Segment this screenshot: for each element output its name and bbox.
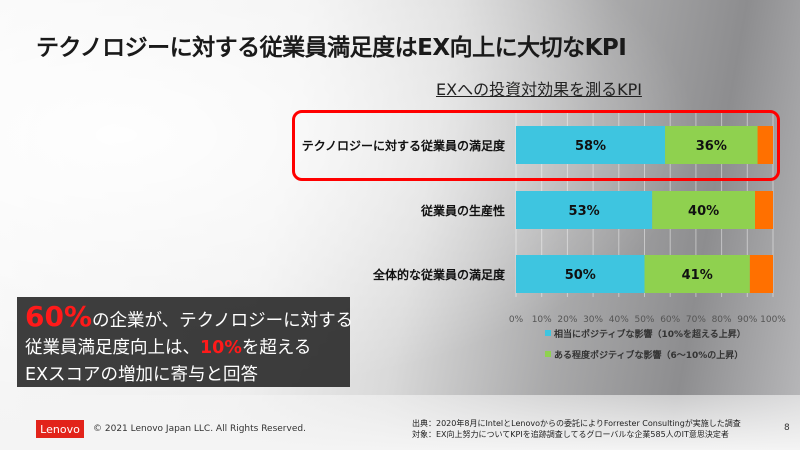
data-label: 40% [688,204,719,219]
category-label: 全体的な従業員の満足度 [372,268,505,282]
callout-text: 従業員満足度向上は、 [25,338,200,358]
page-title: テクノロジーに対する従業員満足度はEX向上に大切なKPI [36,35,627,61]
x-tick-label: 100% [760,315,786,325]
x-tick-label: 30% [583,315,603,325]
x-tick-label: 80% [712,315,732,325]
lenovo-logo: Lenovo [36,420,84,438]
legend-label: ある程度ポジティブな影響（6〜10%の上昇） [554,349,743,361]
bar-segment [665,126,758,164]
source-line: 出典：2020年8月にIntelとLenovoからの委託によりForrester… [412,419,741,428]
data-label: 36% [696,139,727,154]
bar-segment [652,191,756,229]
bar-segment [757,126,773,164]
copyright: © 2021 Lenovo Japan LLC. All Rights Rese… [93,424,306,434]
category-label: テクノロジーに対する従業員の満足度 [301,139,505,153]
bar-segment [516,126,666,164]
legend-label: 相当にポジティブな影響（10%を超える上昇） [554,328,746,340]
x-tick-label: 70% [686,315,706,325]
callout-text: を超える [241,338,312,358]
x-tick-label: 10% [532,315,552,325]
callout-text: の企業が、テクノロジーに対する [92,311,354,331]
x-tick-label: 0% [509,315,524,325]
x-tick-label: 60% [660,315,680,325]
category-label: 従業員の生産性 [420,204,505,218]
x-tick-label: 90% [737,315,757,325]
data-label: 50% [565,268,596,283]
x-tick-label: 40% [609,315,629,325]
page-number: 8 [784,423,790,433]
x-tick-label: 50% [634,315,654,325]
bar-segment [516,191,653,229]
source-note: 出典：2020年8月にIntelとLenovoからの委託によりForrester… [412,418,741,440]
data-label: 41% [682,268,713,283]
highlight-frame [292,110,780,181]
callout-highlight: 10% [200,338,242,358]
x-tick-label: 20% [557,315,577,325]
bar-segment [749,255,773,293]
callout-box: 60%の企業が、テクノロジーに対する 従業員満足度向上は、10%を超える EXス… [17,297,354,387]
legend-swatch [545,351,551,357]
data-label: 58% [575,139,606,154]
callout-highlight: 60% [25,300,93,333]
chart-title: EXへの投資対効果を測るKPI [436,80,642,99]
legend-swatch [545,330,551,336]
bar-segment [755,191,773,229]
bar-segment [516,255,645,293]
background-footer [0,395,800,450]
bar-segment [644,255,750,293]
callout-text: EXスコアの増加に寄与と回答 [25,365,259,385]
source-line: 対象：EX向上努力についてKPIを追跡調査してるグローバルな企業585人のIT意… [412,430,729,439]
data-label: 53% [569,204,600,219]
